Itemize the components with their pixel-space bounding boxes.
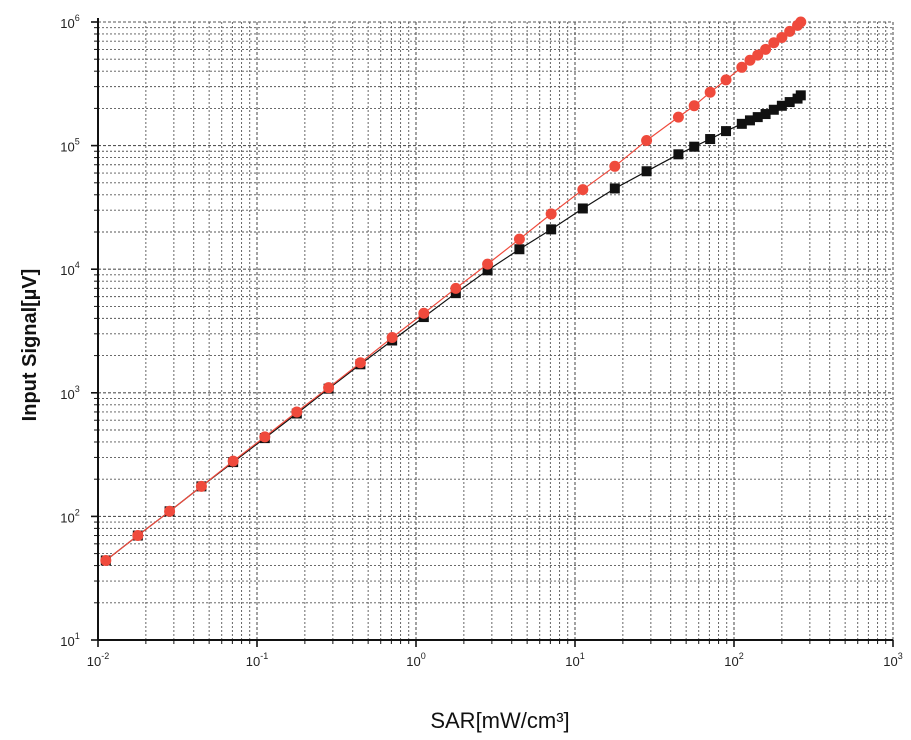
axes <box>91 18 894 647</box>
data-point <box>323 382 335 394</box>
data-point <box>545 208 557 220</box>
data-point <box>672 111 684 123</box>
data-point <box>354 357 366 369</box>
data-point <box>760 43 772 55</box>
data-point <box>450 282 462 294</box>
x-tick-label: 10-2 <box>87 651 109 669</box>
data-point <box>704 86 716 98</box>
data-point <box>514 244 525 255</box>
data-point <box>227 455 239 467</box>
data-point <box>577 203 588 214</box>
data-point <box>776 100 787 111</box>
data-point <box>164 505 176 517</box>
tick-label-exponent: 6 <box>75 13 80 23</box>
data-point <box>291 406 303 418</box>
data-point <box>720 74 732 86</box>
data-point <box>752 112 763 123</box>
tick-label-base: 10 <box>883 654 897 669</box>
tick-label-exponent: 1 <box>75 631 80 641</box>
data-point <box>689 141 700 152</box>
data-point <box>705 134 716 145</box>
y-tick-label: 106 <box>60 13 79 31</box>
data-point <box>744 115 755 126</box>
x-tick-label: 10-1 <box>246 651 268 669</box>
data-point <box>776 31 788 43</box>
data-point <box>195 480 207 492</box>
data-point <box>641 134 653 146</box>
data-point <box>418 307 430 319</box>
tick-label-exponent: 3 <box>898 651 903 661</box>
data-point <box>795 90 806 101</box>
data-point <box>721 126 732 137</box>
data-point <box>752 49 764 61</box>
tick-label-base: 10 <box>87 654 101 669</box>
tick-label-base: 10 <box>60 510 74 525</box>
x-axis-title: SAR[mW/cm³] <box>430 708 569 733</box>
series-layer <box>100 16 807 566</box>
data-point <box>760 109 771 120</box>
tick-label-base: 10 <box>60 263 74 278</box>
data-point <box>736 118 747 129</box>
data-point <box>673 149 684 160</box>
tick-label-exponent: -2 <box>101 651 109 661</box>
tick-label-base: 10 <box>60 16 74 31</box>
data-point <box>688 100 700 112</box>
tick-label-exponent: 2 <box>75 507 80 517</box>
tick-label-base: 10 <box>246 654 260 669</box>
x-tick-label: 102 <box>724 651 743 669</box>
tick-label-exponent: -1 <box>260 651 268 661</box>
x-tick-label: 103 <box>883 651 902 669</box>
data-point <box>577 184 589 196</box>
data-point <box>784 97 795 108</box>
data-point <box>259 431 271 443</box>
data-point <box>482 265 493 276</box>
data-point <box>132 530 144 542</box>
tick-label-base: 10 <box>406 654 420 669</box>
tick-label-exponent: 4 <box>75 260 80 270</box>
data-point <box>768 104 779 115</box>
data-point <box>784 25 796 37</box>
tick-label-base: 10 <box>565 654 579 669</box>
tick-label-exponent: 2 <box>739 651 744 661</box>
tick-label-exponent: 1 <box>580 651 585 661</box>
y-tick-label: 102 <box>60 507 79 525</box>
data-point <box>641 166 652 177</box>
tick-label-exponent: 3 <box>75 384 80 394</box>
grid <box>97 21 894 641</box>
data-point <box>100 554 112 566</box>
y-tick-label: 105 <box>60 137 79 155</box>
y-tick-label: 101 <box>60 631 79 649</box>
tick-label-base: 10 <box>60 140 74 155</box>
tick-label-exponent: 0 <box>421 651 426 661</box>
data-point <box>513 233 525 245</box>
data-point <box>609 183 620 194</box>
data-point <box>768 37 780 49</box>
tick-label-base: 10 <box>60 634 74 649</box>
data-point <box>736 61 748 73</box>
data-point <box>609 160 621 172</box>
tick-label-exponent: 5 <box>75 137 80 147</box>
data-point <box>744 54 756 66</box>
series-red-circles <box>100 16 807 566</box>
data-point <box>795 16 807 28</box>
y-tick-label: 103 <box>60 384 79 402</box>
tick-label-base: 10 <box>724 654 738 669</box>
y-tick-label: 104 <box>60 260 79 278</box>
x-tick-label: 101 <box>565 651 584 669</box>
x-tick-label: 100 <box>406 651 425 669</box>
data-point <box>386 332 398 344</box>
data-point <box>546 224 557 235</box>
tick-label-base: 10 <box>60 387 74 402</box>
y-axis-title: Input Signal[µV] <box>19 269 41 422</box>
data-point <box>482 258 494 270</box>
